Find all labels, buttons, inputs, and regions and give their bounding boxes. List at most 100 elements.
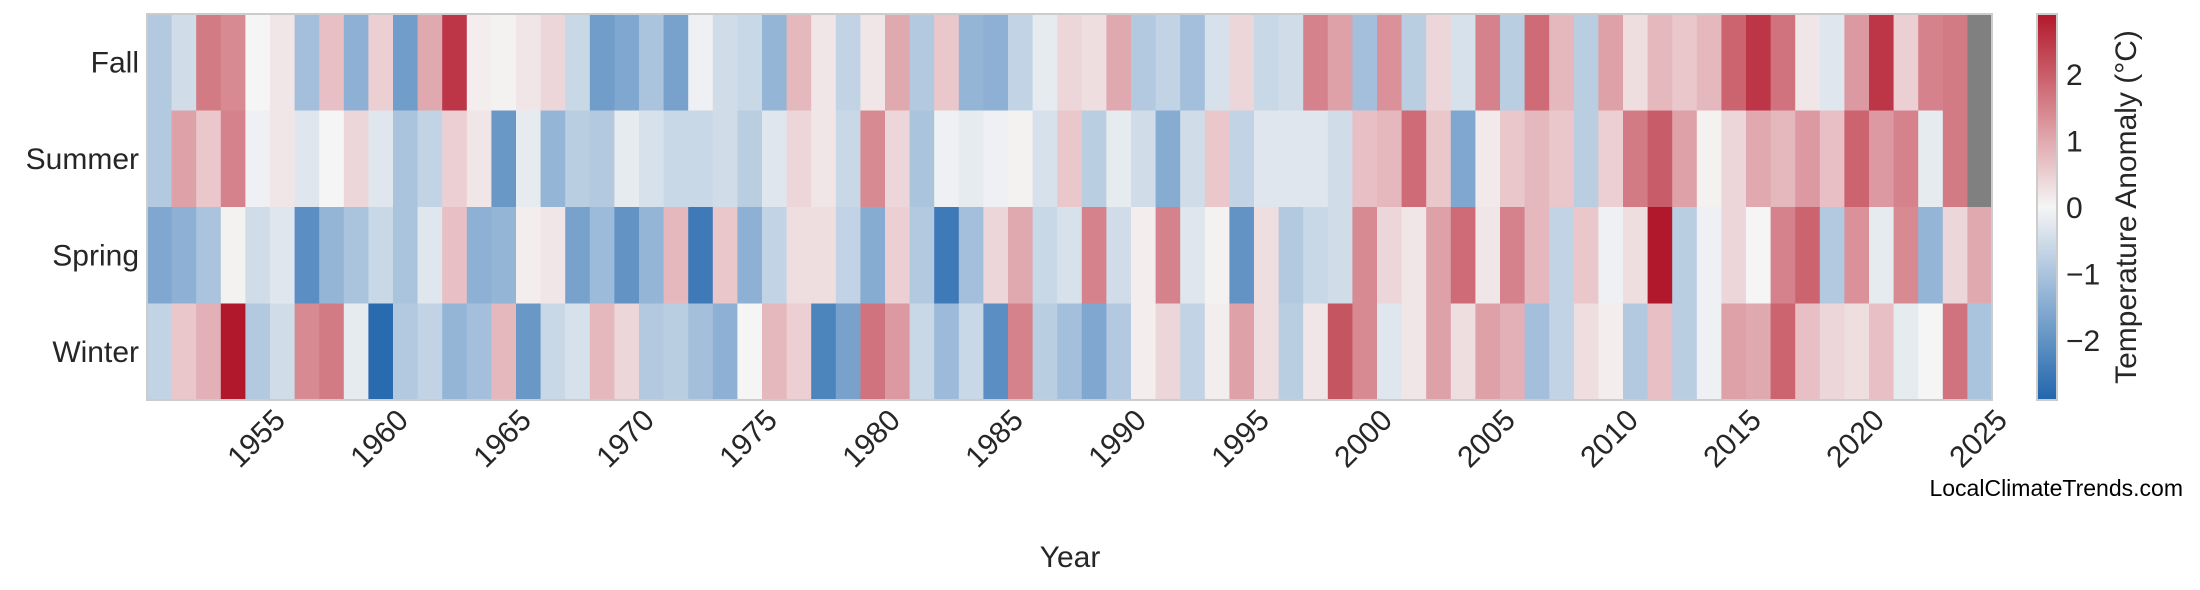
heatmap-cell-fall-1994 bbox=[1204, 14, 1230, 112]
colorbar-tick-label: 1 bbox=[2066, 125, 2083, 158]
heatmap-cell-fall-1971 bbox=[639, 14, 665, 112]
heatmap-cell-winter-1965 bbox=[491, 303, 517, 401]
heatmap-cell-winter-2008 bbox=[1549, 303, 1575, 401]
heatmap-cell-fall-1996 bbox=[1254, 14, 1280, 112]
heatmap-cell-spring-2006 bbox=[1500, 207, 1526, 305]
heatmap-cell-spring-2017 bbox=[1770, 207, 1796, 305]
heatmap-cell-fall-2006 bbox=[1500, 14, 1526, 112]
heatmap-cell-fall-1995 bbox=[1229, 14, 1255, 112]
x-tick-label: 2015 bbox=[1697, 404, 1768, 475]
heatmap-cell-spring-1955 bbox=[245, 207, 271, 305]
heatmap-cell-summer-1967 bbox=[540, 110, 566, 208]
heatmap-cell-winter-1986 bbox=[1008, 303, 1034, 401]
heatmap-cell-summer-1962 bbox=[417, 110, 443, 208]
heatmap-cell-spring-1962 bbox=[417, 207, 443, 305]
heatmap-cell-fall-1978 bbox=[811, 14, 837, 112]
heatmap-cell-spring-2016 bbox=[1746, 207, 1772, 305]
heatmap-cell-spring-1973 bbox=[688, 207, 714, 305]
heatmap-cell-fall-2001 bbox=[1377, 14, 1403, 112]
heatmap-cell-fall-1970 bbox=[614, 14, 640, 112]
heatmap-cell-winter-1989 bbox=[1081, 303, 1107, 401]
heatmap-cell-summer-1977 bbox=[786, 110, 812, 208]
heatmap-cell-fall-2014 bbox=[1696, 14, 1722, 112]
heatmap-cell-summer-1974 bbox=[712, 110, 738, 208]
x-tick-label: 2005 bbox=[1451, 404, 1522, 475]
heatmap-cell-summer-1955 bbox=[245, 110, 271, 208]
heatmap-cell-fall-1991 bbox=[1131, 14, 1157, 112]
heatmap-cell-winter-1993 bbox=[1180, 303, 1206, 401]
x-tick-label: 1980 bbox=[836, 404, 907, 475]
heatmap-cell-fall-1976 bbox=[762, 14, 788, 112]
heatmap-cell-summer-1953 bbox=[196, 110, 222, 208]
heatmap-cell-summer-1966 bbox=[516, 110, 542, 208]
colorbar-tick-label: 0 bbox=[2066, 192, 2083, 225]
heatmap-cell-winter-1980 bbox=[860, 303, 886, 401]
heatmap-cell-summer-2016 bbox=[1746, 110, 1772, 208]
heatmap-cell-winter-1954 bbox=[220, 303, 246, 401]
heatmap-cell-spring-2021 bbox=[1869, 207, 1895, 305]
heatmap-cell-fall-1989 bbox=[1081, 14, 1107, 112]
heatmap-cell-spring-1951 bbox=[147, 207, 173, 305]
heatmap-cell-spring-2015 bbox=[1721, 207, 1747, 305]
heatmap-cell-winter-1983 bbox=[934, 303, 960, 401]
heatmap-cell-spring-2005 bbox=[1475, 207, 1501, 305]
heatmap-cell-fall-1965 bbox=[491, 14, 517, 112]
heatmap-cell-fall-1997 bbox=[1278, 14, 1304, 112]
heatmap-cell-winter-1977 bbox=[786, 303, 812, 401]
heatmap-cell-summer-1952 bbox=[171, 110, 197, 208]
heatmap-cell-winter-1952 bbox=[171, 303, 197, 401]
x-tick-label: 2000 bbox=[1328, 404, 1399, 475]
heatmap-cell-spring-2020 bbox=[1844, 207, 1870, 305]
heatmap-cell-summer-1954 bbox=[220, 110, 246, 208]
heatmap-cell-fall-1992 bbox=[1155, 14, 1181, 112]
x-tick-label: 1990 bbox=[1082, 404, 1153, 475]
heatmap-cell-spring-1986 bbox=[1008, 207, 1034, 305]
heatmap-cell-spring-2001 bbox=[1377, 207, 1403, 305]
heatmap-cell-fall-1963 bbox=[442, 14, 468, 112]
heatmap-cell-winter-2021 bbox=[1869, 303, 1895, 401]
heatmap-cell-summer-2001 bbox=[1377, 110, 1403, 208]
heatmap-cell-winter-1964 bbox=[466, 303, 492, 401]
heatmap-cell-summer-1956 bbox=[270, 110, 296, 208]
heatmap-cell-winter-2025 bbox=[1967, 303, 1993, 401]
heatmap-cell-fall-1974 bbox=[712, 14, 738, 112]
heatmap-cell-fall-1967 bbox=[540, 14, 566, 112]
heatmap-cell-spring-2018 bbox=[1795, 207, 1821, 305]
heatmap-cell-fall-1960 bbox=[368, 14, 394, 112]
heatmap-cell-winter-2009 bbox=[1573, 303, 1599, 401]
heatmap-cell-spring-2011 bbox=[1623, 207, 1649, 305]
heatmap-cell-spring-1961 bbox=[393, 207, 419, 305]
heatmap-cell-summer-2005 bbox=[1475, 110, 1501, 208]
heatmap-cell-spring-1957 bbox=[294, 207, 320, 305]
x-tick-label: 1970 bbox=[590, 404, 661, 475]
heatmap-cell-summer-1989 bbox=[1081, 110, 1107, 208]
heatmap-cell-fall-1959 bbox=[343, 14, 369, 112]
heatmap-cell-spring-1954 bbox=[220, 207, 246, 305]
heatmap-cell-summer-2025 bbox=[1967, 110, 1993, 208]
heatmap-cell-summer-1959 bbox=[343, 110, 369, 208]
heatmap-cell-spring-1984 bbox=[958, 207, 984, 305]
heatmap-cell-spring-2022 bbox=[1893, 207, 1919, 305]
heatmap-cell-winter-1988 bbox=[1057, 303, 1083, 401]
heatmap-cell-spring-1969 bbox=[589, 207, 615, 305]
heatmap-cell-fall-1954 bbox=[220, 14, 246, 112]
x-tick-label: 1975 bbox=[713, 404, 784, 475]
colorbar-label: Temperature Anomaly (°C) bbox=[2110, 30, 2143, 384]
heatmap-cell-fall-2018 bbox=[1795, 14, 1821, 112]
heatmap-cell-winter-1984 bbox=[958, 303, 984, 401]
heatmap-cell-spring-1993 bbox=[1180, 207, 1206, 305]
heatmap-cell-fall-1986 bbox=[1008, 14, 1034, 112]
heatmap-cell-spring-1987 bbox=[1032, 207, 1058, 305]
heatmap-cell-spring-1952 bbox=[171, 207, 197, 305]
heatmap-cell-spring-1970 bbox=[614, 207, 640, 305]
heatmap-cell-summer-2018 bbox=[1795, 110, 1821, 208]
heatmap-cell-winter-2019 bbox=[1819, 303, 1845, 401]
heatmap-cell-winter-1981 bbox=[885, 303, 911, 401]
heatmap-cell-fall-1972 bbox=[663, 14, 689, 112]
y-tick-label: Fall bbox=[91, 46, 139, 79]
heatmap-cell-summer-1971 bbox=[639, 110, 665, 208]
heatmap-cell-winter-1976 bbox=[762, 303, 788, 401]
heatmap-cell-spring-2003 bbox=[1426, 207, 1452, 305]
heatmap-cell-fall-2009 bbox=[1573, 14, 1599, 112]
heatmap-cell-winter-2004 bbox=[1450, 303, 1476, 401]
